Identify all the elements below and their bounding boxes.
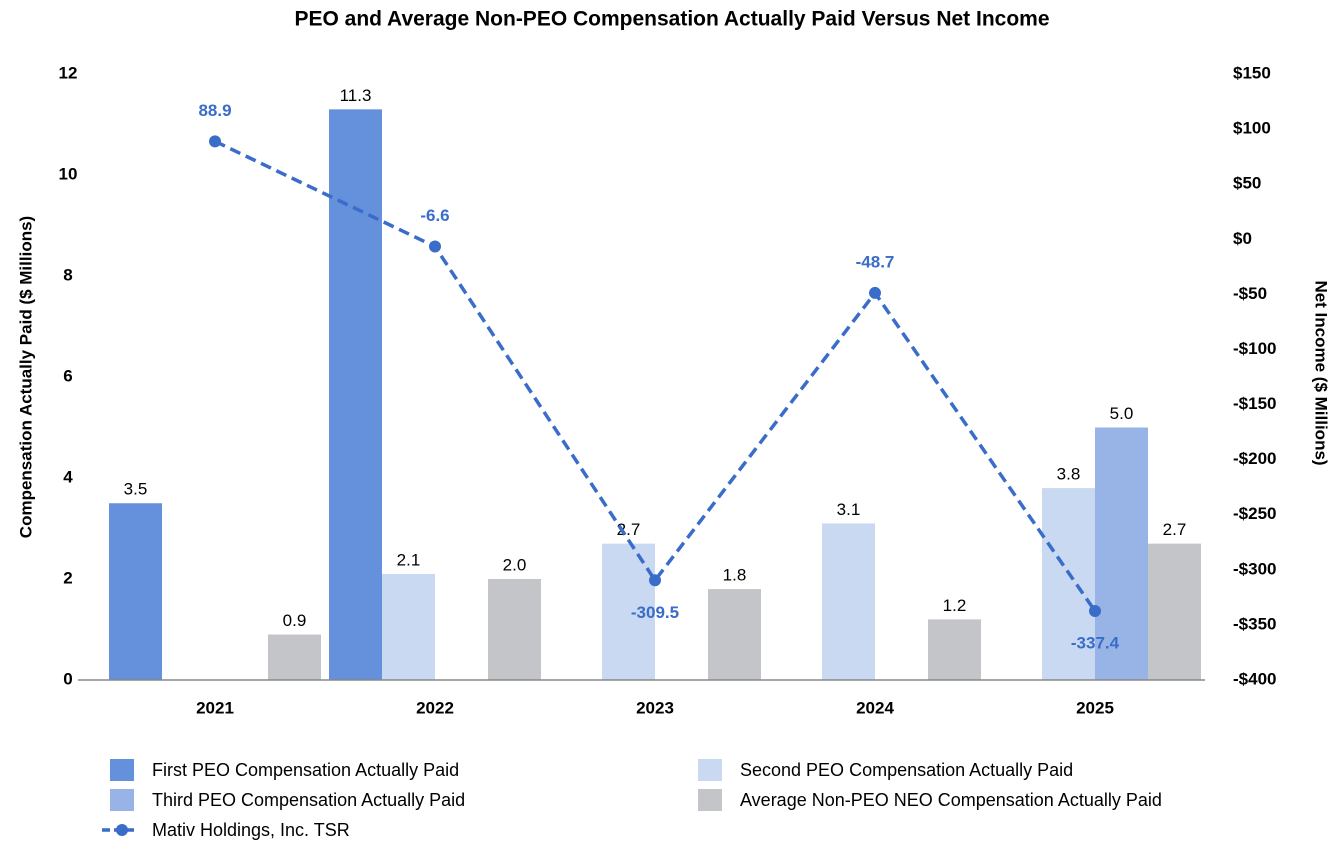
line-value-label: 88.9 — [198, 101, 231, 120]
y-tick-label: 0 — [63, 669, 72, 688]
line-value-label: -6.6 — [420, 206, 449, 225]
bar-value-label: 3.1 — [837, 500, 861, 519]
line-value-label: -309.5 — [631, 603, 679, 622]
bar — [1042, 488, 1095, 680]
legend-swatch — [110, 759, 134, 781]
y2-tick-label: -$350 — [1233, 614, 1276, 633]
bar — [382, 573, 435, 680]
bar-value-label: 2.0 — [503, 555, 527, 574]
x-tick-label: 2024 — [856, 698, 894, 717]
legend-label: Second PEO Compensation Actually Paid — [740, 760, 1073, 780]
x-tick-label: 2023 — [636, 698, 674, 717]
x-tick-label: 2025 — [1076, 698, 1114, 717]
y2-tick-label: -$400 — [1233, 669, 1276, 688]
y2-tick-label: -$250 — [1233, 504, 1276, 523]
y-axis-label: Compensation Actually Paid ($ Millions) — [16, 216, 35, 538]
x-tick-label: 2022 — [416, 698, 454, 717]
y-tick-label: 4 — [63, 467, 73, 486]
bar — [1095, 427, 1148, 680]
chart-title: PEO and Average Non-PEO Compensation Act… — [294, 8, 1049, 31]
y2-tick-label: -$50 — [1233, 284, 1267, 303]
legend-label: Third PEO Compensation Actually Paid — [152, 790, 465, 810]
line — [214, 139, 1097, 613]
y-tick-label: 10 — [59, 164, 78, 183]
bar-value-label: 2.7 — [617, 520, 641, 539]
y2-tick-label: $50 — [1233, 174, 1261, 193]
y2-tick-label: -$200 — [1233, 449, 1276, 468]
y-tick-label: 2 — [63, 568, 72, 587]
line-point — [869, 286, 881, 299]
bar — [708, 589, 761, 680]
y2-tick-label: $0 — [1233, 229, 1252, 248]
bar — [602, 543, 655, 680]
bar — [268, 634, 321, 680]
line-value-label: -337.4 — [1071, 634, 1120, 653]
bar-value-label: 2.7 — [1163, 520, 1187, 539]
bar-value-label: 5.0 — [1110, 404, 1134, 423]
y2-tick-label: -$300 — [1233, 559, 1276, 578]
line-point — [209, 135, 221, 148]
line-point — [429, 240, 441, 253]
bar-value-label: 3.5 — [124, 480, 148, 499]
bar-value-label: 1.8 — [723, 566, 747, 585]
bar-value-label: 11.3 — [340, 86, 372, 105]
bar — [928, 619, 981, 680]
legend-swatch — [698, 759, 722, 781]
line-point — [1089, 605, 1101, 618]
legend-swatch — [110, 789, 134, 811]
y-tick-label: 8 — [63, 265, 72, 284]
bar-value-label: 0.9 — [283, 611, 307, 630]
y2-tick-label: -$150 — [1233, 394, 1276, 413]
bar — [822, 523, 875, 680]
y2-axis-label: Net Income ($ Millions) — [1312, 280, 1331, 465]
bar-value-label: 3.8 — [1057, 465, 1081, 484]
legend-label: Average Non-PEO NEO Compensation Actuall… — [740, 790, 1162, 810]
y2-tick-label: -$100 — [1233, 339, 1276, 358]
legend-swatch — [116, 824, 128, 836]
bar — [329, 109, 382, 681]
x-tick-label: 2021 — [196, 698, 234, 717]
bar — [1148, 543, 1201, 680]
y2-tick-label: $100 — [1233, 119, 1271, 138]
bar — [488, 579, 541, 680]
line-point — [649, 574, 661, 587]
legend-label: Mativ Holdings, Inc. TSR — [152, 820, 350, 840]
y-tick-label: 6 — [63, 366, 72, 385]
y-tick-label: 12 — [59, 63, 78, 82]
line-value-label: -48.7 — [856, 252, 895, 271]
bar-value-label: 2.1 — [397, 550, 421, 569]
legend-label: First PEO Compensation Actually Paid — [152, 760, 459, 780]
legend-swatch — [698, 789, 722, 811]
y2-tick-label: $150 — [1233, 63, 1271, 82]
bar — [109, 503, 162, 680]
bar-value-label: 1.2 — [943, 596, 967, 615]
